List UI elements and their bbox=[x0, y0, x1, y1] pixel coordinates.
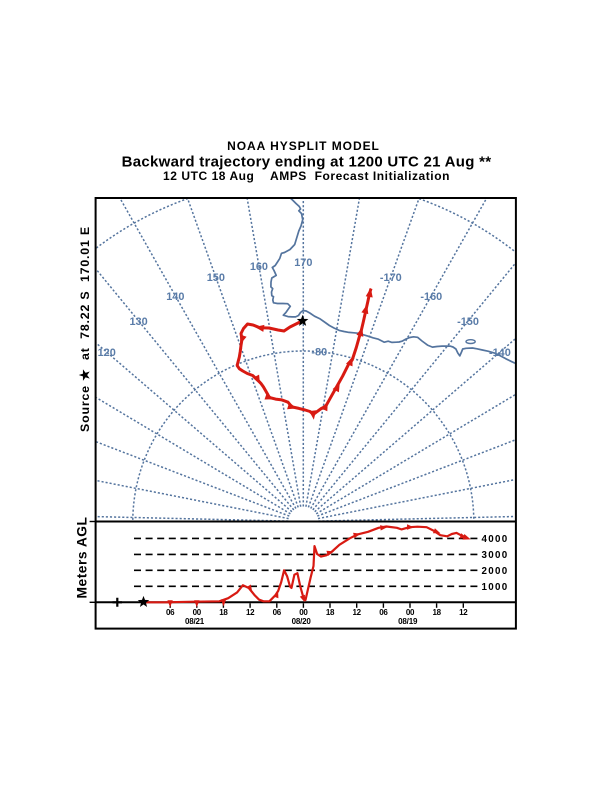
svg-text:Backward trajectory ending at: Backward trajectory ending at 1200 UTC 2… bbox=[122, 153, 492, 170]
svg-text:-170: -170 bbox=[380, 272, 402, 284]
svg-text:1000: 1000 bbox=[482, 582, 509, 593]
svg-text:Meters AGL: Meters AGL bbox=[74, 517, 89, 599]
svg-text:Source ★ at 78.22 S 170.01: Source ★ at 78.22 S 170.01 E bbox=[77, 226, 92, 432]
svg-text:00: 00 bbox=[406, 608, 415, 617]
svg-text:4000: 4000 bbox=[482, 534, 509, 545]
svg-text:18: 18 bbox=[326, 608, 335, 617]
svg-text:12 UTC 18 Aug AMPS Forecas: 12 UTC 18 Aug AMPS Forecast Initializati… bbox=[163, 169, 450, 183]
svg-text:-150: -150 bbox=[457, 316, 479, 328]
svg-text:3000: 3000 bbox=[482, 550, 509, 561]
svg-text:18: 18 bbox=[432, 608, 441, 617]
svg-text:00: 00 bbox=[193, 608, 202, 617]
svg-text:12: 12 bbox=[459, 608, 468, 617]
svg-text:2000: 2000 bbox=[482, 566, 509, 577]
svg-text:00: 00 bbox=[299, 608, 308, 617]
svg-text:-160: -160 bbox=[420, 291, 442, 303]
svg-text:06: 06 bbox=[379, 608, 388, 617]
svg-text:-80: -80 bbox=[311, 347, 327, 359]
svg-text:12: 12 bbox=[353, 608, 362, 617]
svg-text:140: 140 bbox=[166, 291, 184, 303]
svg-text:170: 170 bbox=[294, 257, 312, 269]
svg-text:150: 150 bbox=[207, 272, 225, 284]
svg-text:08/20: 08/20 bbox=[292, 617, 312, 626]
svg-text:08/21: 08/21 bbox=[185, 617, 205, 626]
svg-text:12: 12 bbox=[246, 608, 255, 617]
svg-text:120: 120 bbox=[98, 347, 116, 359]
svg-text:06: 06 bbox=[166, 608, 175, 617]
svg-text:06: 06 bbox=[273, 608, 282, 617]
svg-text:-140: -140 bbox=[489, 347, 511, 359]
svg-text:18: 18 bbox=[219, 608, 228, 617]
svg-text:160: 160 bbox=[250, 261, 268, 273]
svg-text:NOAA HYSPLIT MODEL: NOAA HYSPLIT MODEL bbox=[227, 139, 380, 153]
svg-text:08/19: 08/19 bbox=[398, 617, 418, 626]
svg-text:130: 130 bbox=[130, 316, 148, 328]
